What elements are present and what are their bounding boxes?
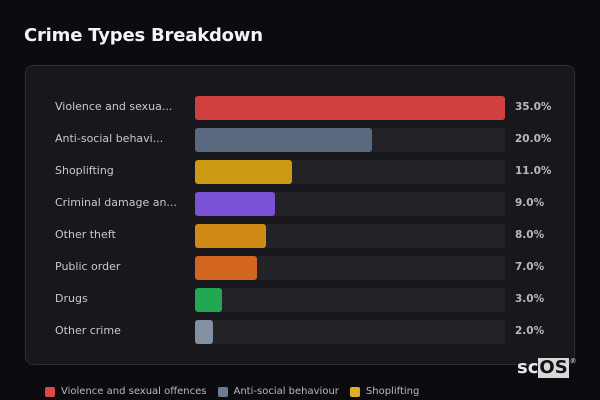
bar-track <box>195 128 505 152</box>
bar-track <box>195 96 505 120</box>
bar-label: Anti-social behavi... <box>55 132 164 145</box>
bar-fill[interactable] <box>195 160 293 184</box>
bar-track <box>195 192 505 216</box>
bar-row[interactable]: Anti-social behavi... 20.0% <box>26 128 574 152</box>
bar-value: 20.0% <box>515 133 552 145</box>
legend-item[interactable]: Violence and sexual offences <box>45 386 207 397</box>
logo-os: OS <box>538 357 569 378</box>
bar-label: Violence and sexua... <box>55 100 173 113</box>
bar-fill[interactable] <box>195 224 266 248</box>
legend-label: Anti-social behaviour <box>233 386 339 397</box>
chart-legend: Violence and sexual offences Anti-social … <box>45 386 430 397</box>
registered-mark: ® <box>569 357 577 365</box>
bar-track <box>195 256 505 280</box>
chart-card: Violence and sexua... 35.0% Anti-social be… <box>25 65 575 365</box>
bar-track <box>195 160 505 184</box>
bar-value: 8.0% <box>515 229 545 241</box>
legend-swatch-icon <box>45 386 55 397</box>
bar-fill[interactable] <box>195 128 373 152</box>
bar-fill[interactable] <box>195 288 222 312</box>
bar-label: Other crime <box>55 324 121 337</box>
legend-item[interactable]: Shoplifting <box>349 386 420 397</box>
legend-label: Violence and sexual offences <box>61 386 207 397</box>
bar-label: Drugs <box>55 292 88 305</box>
bar-row[interactable]: Other crime 2.0% <box>26 320 574 344</box>
logo-sc: sc <box>517 357 539 378</box>
bar-label: Other theft <box>55 228 116 241</box>
bar-track <box>195 224 505 248</box>
bar-row[interactable]: Other theft 8.0% <box>26 224 574 248</box>
bar-value: 35.0% <box>515 101 552 113</box>
bar-value: 3.0% <box>515 293 545 305</box>
legend-swatch-icon <box>217 386 228 397</box>
bar-label: Criminal damage an... <box>55 196 177 209</box>
legend-item[interactable]: Anti-social behaviour <box>217 386 339 397</box>
bar-fill[interactable] <box>195 192 275 216</box>
bar-row[interactable]: Criminal damage an... 9.0% <box>26 192 574 216</box>
legend-label: Shoplifting <box>365 386 420 397</box>
bar-fill[interactable] <box>195 256 257 280</box>
bar-row[interactable]: Drugs 3.0% <box>26 288 574 312</box>
legend-swatch-icon <box>349 386 360 397</box>
bar-row[interactable]: Public order 7.0% <box>26 256 574 280</box>
bar-track <box>195 320 505 344</box>
bar-value: 2.0% <box>515 325 545 337</box>
scos-logo: sc OS ® <box>517 357 577 378</box>
bar-value: 7.0% <box>515 261 545 273</box>
page-title: Crime Types Breakdown <box>24 25 263 46</box>
bar-value: 9.0% <box>515 197 545 209</box>
bar-label: Shoplifting <box>55 164 114 177</box>
bar-fill[interactable] <box>195 96 505 120</box>
bar-label: Public order <box>55 260 121 273</box>
bar-track <box>195 288 505 312</box>
bar-value: 11.0% <box>515 165 552 177</box>
bar-row[interactable]: Violence and sexua... 35.0% <box>26 96 574 120</box>
bar-row[interactable]: Shoplifting 11.0% <box>26 160 574 184</box>
bar-fill[interactable] <box>195 320 213 344</box>
